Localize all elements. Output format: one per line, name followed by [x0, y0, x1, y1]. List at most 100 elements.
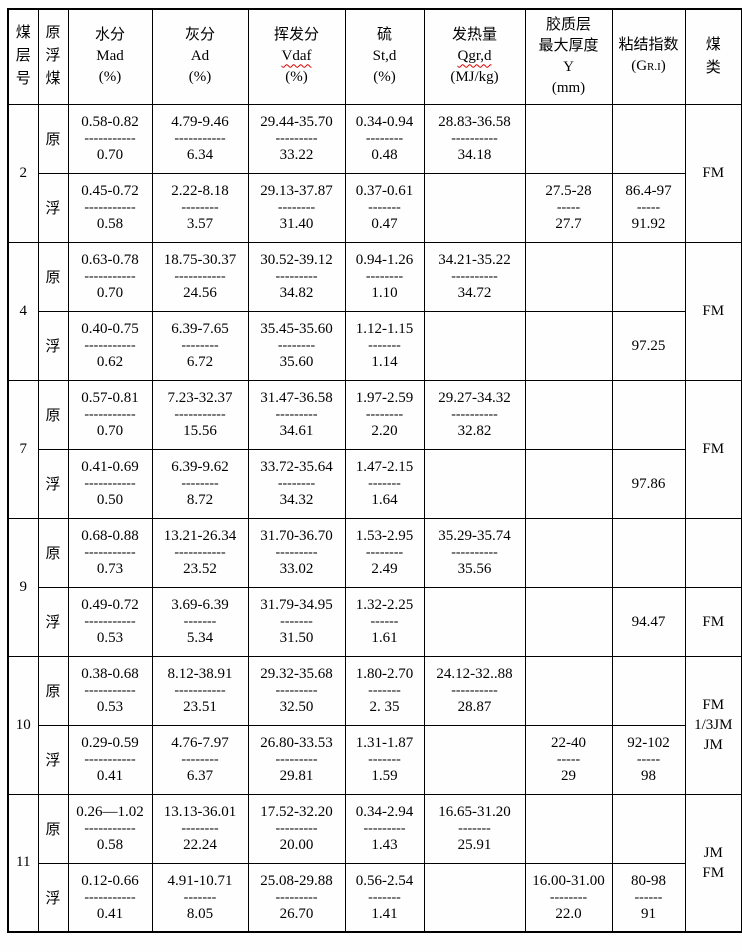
data-cell: 31.47-36.58 --------- 34.61	[247, 379, 346, 450]
data-cell: 30.52-39.12 --------- 34.82	[247, 241, 346, 312]
data-cell: 0.56-2.54 ------- 1.41	[344, 862, 425, 933]
data-cell: 29.44-35.70 --------- 33.22	[247, 103, 346, 174]
spellcheck-wavy-underline: Vdaf	[281, 48, 312, 65]
header-calorific-unit: (MJ/kg)	[450, 69, 499, 86]
data-cell: 0.57-0.81 ----------- 0.70	[67, 379, 153, 450]
data-cell: 34.21-35.22 ---------- 34.72	[423, 241, 526, 312]
data-cell	[423, 862, 526, 933]
header-ash-unit: (%)	[188, 69, 212, 86]
data-cell: 97.25	[611, 310, 686, 381]
data-cell	[524, 517, 613, 588]
header-ash-zh: 灰分	[184, 27, 215, 44]
header-moisture-zh: 水分	[94, 27, 125, 44]
header-moisture-unit: (%)	[98, 69, 122, 86]
data-cell: 29.32-35.68 --------- 32.50	[247, 655, 346, 726]
seam-row-raw: 2 原 0.58-0.82 ----------- 0.70 4.79-9.46 -----…	[7, 103, 742, 243]
header-coal-class: 煤类	[684, 8, 742, 105]
seam-row-float: 浮 0.29-0.59 ----------- 0.41 4.76-7.97 ------…	[8, 724, 742, 795]
data-cell: 0.26—1.02 ----------- 0.58	[67, 793, 153, 864]
coal-class-cell: FM 1/3JM JM	[684, 655, 742, 795]
data-cell	[611, 103, 686, 174]
seam-row-float: 浮 0.41-0.69 ----------- 0.50 6.39-9.62 ------…	[8, 448, 742, 519]
header-coal-class-label: 煤类	[705, 36, 721, 76]
data-cell: 7.23-32.37 ----------- 15.56	[151, 379, 249, 450]
seam-number-cell: 9	[7, 517, 39, 657]
data-cell: 0.68-0.88 ----------- 0.73	[67, 517, 153, 588]
header-calorific-zh: 发热量	[451, 27, 497, 44]
data-cell	[524, 379, 613, 450]
seam-row-raw: 10 原 0.38-0.68 ----------- 0.53 8.12-38.91 ---…	[7, 655, 742, 795]
data-cell: 0.12-0.66 ----------- 0.41	[67, 862, 153, 933]
data-cell: 1.12-1.15 ------- 1.14	[344, 310, 425, 381]
data-cell: 16.65-31.20 ------- 25.91	[423, 793, 526, 864]
coal-class-cell	[684, 517, 742, 588]
coal-form-cell: 原	[37, 793, 69, 864]
data-cell	[423, 448, 526, 519]
data-cell: 29.13-37.87 -------- 31.40	[247, 172, 346, 243]
data-cell	[611, 517, 686, 588]
coal-class-cell: FM	[684, 241, 742, 381]
data-cell	[611, 379, 686, 450]
header-moisture: 水分 Mad (%)	[67, 8, 153, 105]
data-cell: 0.45-0.72 ----------- 0.58	[67, 172, 153, 243]
seam-number-cell: 7	[7, 379, 39, 519]
coal-form-cell: 原	[37, 517, 69, 588]
seam-number-cell: 2	[7, 103, 39, 243]
data-cell: 6.39-9.62 -------- 8.72	[151, 448, 249, 519]
header-seam-number-label: 煤层号	[15, 24, 31, 88]
header-seam-number: 煤层号	[7, 8, 39, 105]
data-cell: 0.49-0.72 ----------- 0.53	[67, 586, 153, 657]
seam-number-cell: 11	[7, 793, 39, 933]
seam-number-cell: 4	[7, 241, 39, 381]
data-cell: 25.08-29.88 --------- 26.70	[247, 862, 346, 933]
data-cell: 1.47-2.15 ------- 1.64	[344, 448, 425, 519]
data-cell: 0.63-0.78 ----------- 0.70	[67, 241, 153, 312]
header-sulfur-symbol: St,d	[372, 48, 397, 65]
data-cell: 8.12-38.91 ----------- 23.51	[151, 655, 249, 726]
coal-quality-table: 煤层号 原浮煤 水分 Mad (%) 灰分 Ad (%) 挥发分 Vdaf (%…	[7, 8, 742, 933]
seam-row-float: 浮 0.40-0.75 ----------- 0.62 6.39-7.65 ------…	[8, 310, 742, 381]
data-cell: 80-98 ------ 91	[611, 862, 686, 933]
header-sulfur-zh: 硫	[376, 27, 392, 44]
coal-form-cell: 浮	[37, 724, 69, 795]
data-cell	[524, 241, 613, 312]
data-cell	[524, 655, 613, 726]
data-cell	[524, 310, 613, 381]
data-cell: 17.52-32.20 --------- 20.00	[247, 793, 346, 864]
data-cell: 16.00-31.00 -------- 22.0	[524, 862, 613, 933]
data-cell: 18.75-30.37 ----------- 24.56	[151, 241, 249, 312]
data-cell: 1.31-1.87 ------- 1.59	[344, 724, 425, 795]
header-volatile-symbol: Vdaf	[249, 46, 344, 67]
seam-row-raw: 9 原 0.68-0.88 ----------- 0.73 13.21-26.34 ---…	[7, 517, 742, 657]
data-cell	[524, 793, 613, 864]
header-gel-layer-zh2: 最大厚度	[538, 37, 599, 54]
coal-class-cell: JM FM	[684, 793, 742, 933]
header-calorific: 发热量 Qgr,d (MJ/kg)	[423, 8, 526, 105]
table-body: 2 原 0.58-0.82 ----------- 0.70 4.79-9.46 -----…	[7, 103, 742, 933]
header-gel-layer-zh1: 胶质层	[545, 16, 591, 33]
data-cell: 13.13-36.01 -------- 22.24	[151, 793, 249, 864]
data-cell: 1.32-2.25 ------ 1.61	[344, 586, 425, 657]
data-cell	[423, 310, 526, 381]
seam-row-float: 浮 0.49-0.72 ----------- 0.53 3.69-6.39 ------…	[8, 586, 742, 657]
data-cell	[423, 586, 526, 657]
data-cell: 97.86	[611, 448, 686, 519]
data-cell: 1.53-2.95 -------- 2.49	[344, 517, 425, 588]
header-caking-index-zh: 粘结指数	[618, 37, 679, 54]
data-cell	[423, 724, 526, 795]
data-cell: 0.94-1.26 -------- 1.10	[344, 241, 425, 312]
coal-form-cell: 浮	[37, 862, 69, 933]
header-ash: 灰分 Ad (%)	[151, 8, 249, 105]
data-cell	[524, 586, 613, 657]
header-caking-index-symbol: (GR.I)	[631, 58, 666, 75]
coal-form-cell: 原	[37, 241, 69, 312]
header-volatile: 挥发分 Vdaf (%)	[247, 8, 346, 105]
seam-row-float: 浮 0.45-0.72 ----------- 0.58 2.22-8.18 ------…	[8, 172, 742, 243]
header-caking-index: 粘结指数 (GR.I)	[611, 8, 686, 105]
header-coal-form: 原浮煤	[37, 8, 69, 105]
coal-form-cell: 浮	[37, 310, 69, 381]
data-cell: 33.72-35.64 -------- 34.32	[247, 448, 346, 519]
data-cell: 86.4-97 ----- 91.92	[611, 172, 686, 243]
data-cell: 92-102 ----- 98	[611, 724, 686, 795]
data-cell: 0.58-0.82 ----------- 0.70	[67, 103, 153, 174]
